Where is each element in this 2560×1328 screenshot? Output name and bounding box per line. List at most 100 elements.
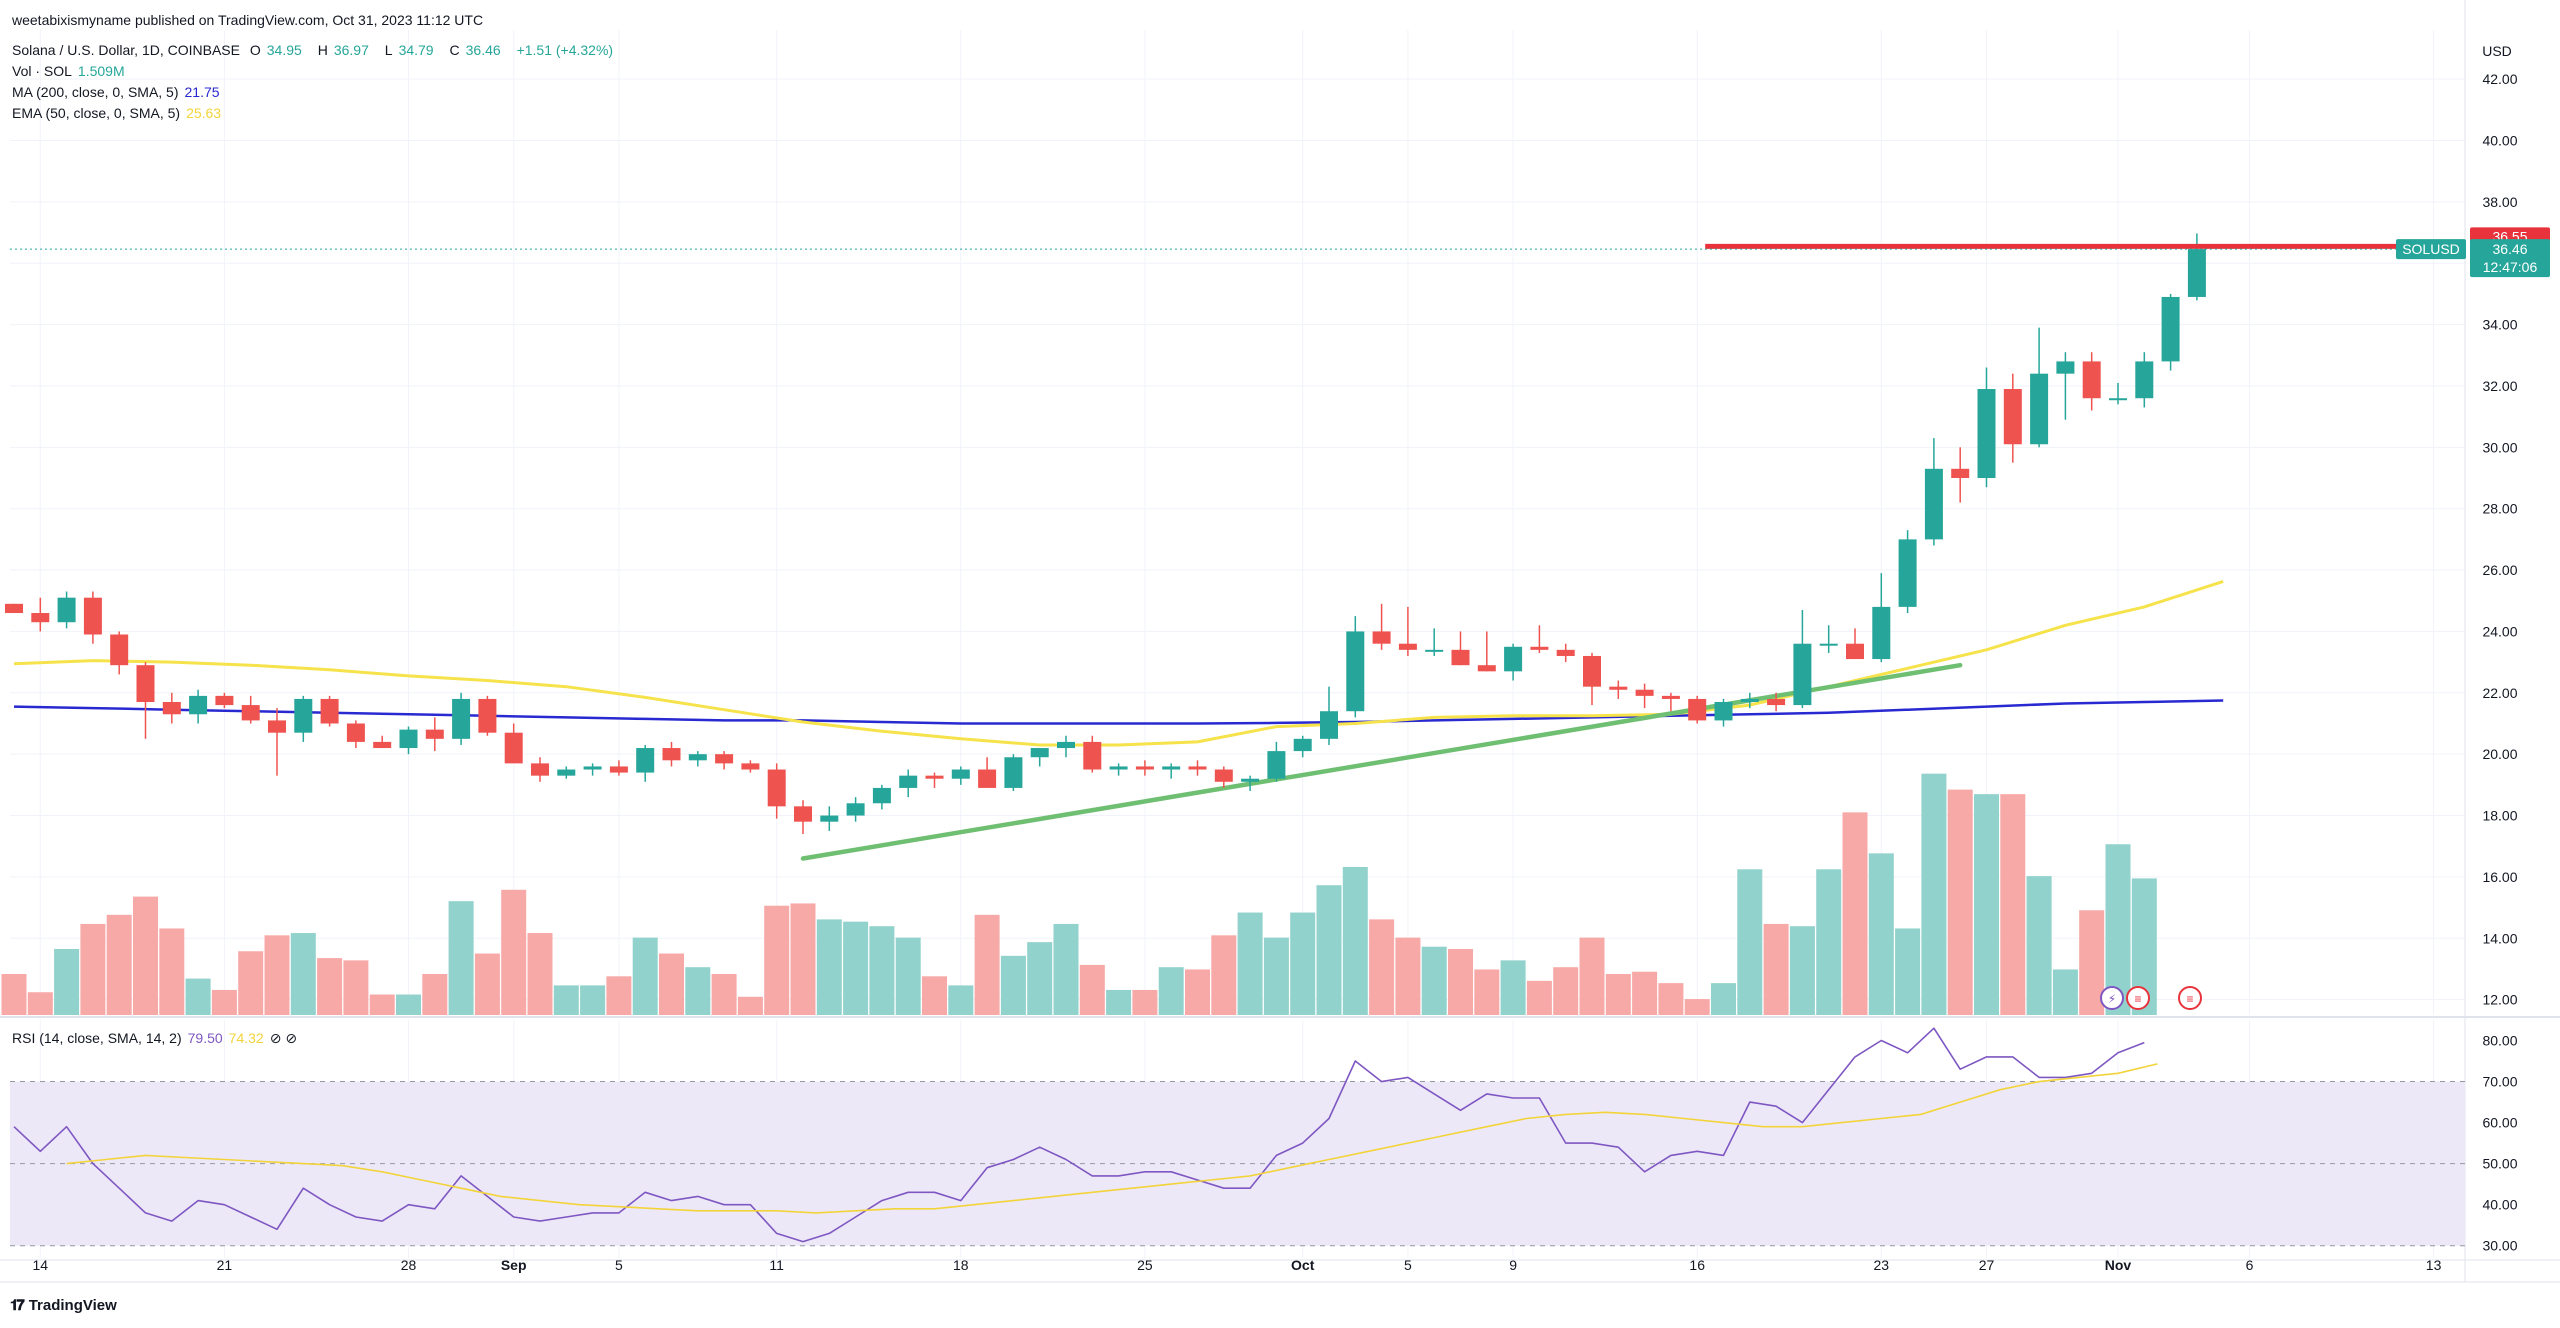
event-icon-glyph: ⚡ xyxy=(2108,992,2116,1006)
volume-bar xyxy=(2026,876,2052,1015)
candle xyxy=(162,692,181,724)
volume-bar xyxy=(343,960,369,1015)
candle xyxy=(846,797,865,822)
volume-bar xyxy=(1789,926,1815,1015)
price-tick-label: 24.00 xyxy=(2482,623,2517,639)
event-icon[interactable]: ≡ xyxy=(2178,986,2202,1010)
rsi-band xyxy=(10,1081,2465,1246)
candle xyxy=(1898,530,1917,614)
candle-body xyxy=(2056,361,2075,374)
candle xyxy=(1451,631,1470,666)
candle-body xyxy=(1135,766,1154,770)
candle xyxy=(715,751,734,770)
candle-body xyxy=(1977,389,1996,479)
candle-body xyxy=(1924,468,1943,540)
candle-body xyxy=(794,806,812,822)
candle xyxy=(373,735,392,749)
volume-bar xyxy=(922,976,947,1015)
volume-bar xyxy=(54,948,80,1015)
candle-body xyxy=(452,698,471,739)
candle-body xyxy=(1556,649,1575,656)
volume-bar xyxy=(974,914,1000,1015)
candle-body xyxy=(425,729,444,739)
volume-bar xyxy=(2000,794,2026,1015)
candle xyxy=(899,769,918,798)
candle xyxy=(767,763,786,819)
candle-body xyxy=(1241,778,1260,782)
candle-body xyxy=(899,775,918,788)
candle xyxy=(1425,628,1444,656)
candle-body xyxy=(2082,361,2101,399)
candle-body xyxy=(1688,698,1707,721)
volume-bar xyxy=(1553,967,1579,1015)
candle xyxy=(1083,735,1102,773)
candle-body xyxy=(373,741,392,749)
candle xyxy=(1846,628,1864,660)
candle xyxy=(1556,643,1575,663)
candle-body xyxy=(2109,398,2127,401)
candle-body xyxy=(1477,665,1496,672)
volume-bar xyxy=(1737,869,1763,1015)
candle xyxy=(1740,692,1759,709)
candle-body xyxy=(557,769,576,776)
volume-bar xyxy=(1605,974,1631,1015)
candle xyxy=(557,766,576,779)
price-tick-label: 26.00 xyxy=(2482,562,2517,578)
candle xyxy=(636,744,655,782)
candle-body xyxy=(951,769,970,779)
event-icon-glyph: ≡ xyxy=(2186,992,2193,1006)
candle xyxy=(5,603,23,614)
candle-body xyxy=(609,766,628,773)
candle xyxy=(794,800,812,834)
candle-body xyxy=(741,763,760,770)
time-tick-label: 13 xyxy=(2426,1257,2442,1273)
event-icon[interactable]: ⚡ xyxy=(2100,986,2124,1010)
candle-body xyxy=(1188,766,1207,770)
event-icon[interactable]: ≡ xyxy=(2126,986,2150,1010)
candle-body xyxy=(1583,655,1601,687)
price-tick-label: 34.00 xyxy=(2482,317,2517,333)
volume-bar xyxy=(895,937,921,1015)
price-tick-label: 32.00 xyxy=(2482,378,2517,394)
volume-bar xyxy=(1632,971,1658,1015)
volume-bar xyxy=(106,914,132,1015)
publisher-info: weetabixismyname published on TradingVie… xyxy=(12,12,484,28)
time-tick-label: Oct xyxy=(1291,1257,1315,1273)
volume-bar xyxy=(1474,969,1500,1015)
candle xyxy=(346,720,365,749)
candle xyxy=(215,692,234,709)
candle-body xyxy=(1819,643,1838,646)
volume-bar xyxy=(159,928,185,1015)
candle xyxy=(1924,438,1943,546)
volume-bar xyxy=(1711,983,1736,1015)
candle xyxy=(1951,447,1970,503)
candle xyxy=(1398,606,1417,656)
ohlc-high: H 36.97 xyxy=(317,42,369,58)
volume-bar xyxy=(527,933,553,1015)
time-tick-label: 21 xyxy=(217,1257,233,1273)
candle xyxy=(1714,698,1733,727)
candle xyxy=(1109,763,1128,776)
legend-rsi: RSI (14, close, SMA, 14, 2) 79.50 74.32 ⊘ ⊘ xyxy=(12,1030,298,1046)
volume-bar xyxy=(1842,812,1868,1015)
candle-body xyxy=(136,665,155,703)
candle-body xyxy=(1661,695,1680,699)
price-change: +1.51 (+4.32%) xyxy=(516,42,614,58)
candle xyxy=(1320,686,1338,745)
ohlc-low: L 34.79 xyxy=(384,42,434,58)
candle xyxy=(741,760,760,773)
candle-body xyxy=(925,775,944,779)
candle-body xyxy=(1872,606,1891,660)
candle xyxy=(452,692,471,745)
candle xyxy=(189,689,208,724)
candle-body xyxy=(189,695,208,715)
volume-bar xyxy=(764,905,790,1015)
candle-body xyxy=(636,748,655,773)
legend-volume: Vol · SOL 1.509M xyxy=(12,63,125,79)
volume-bar xyxy=(1895,928,1921,1015)
volume-bar xyxy=(711,974,737,1015)
candle-body xyxy=(767,769,786,807)
candle xyxy=(110,631,129,675)
candle-body xyxy=(162,702,181,715)
